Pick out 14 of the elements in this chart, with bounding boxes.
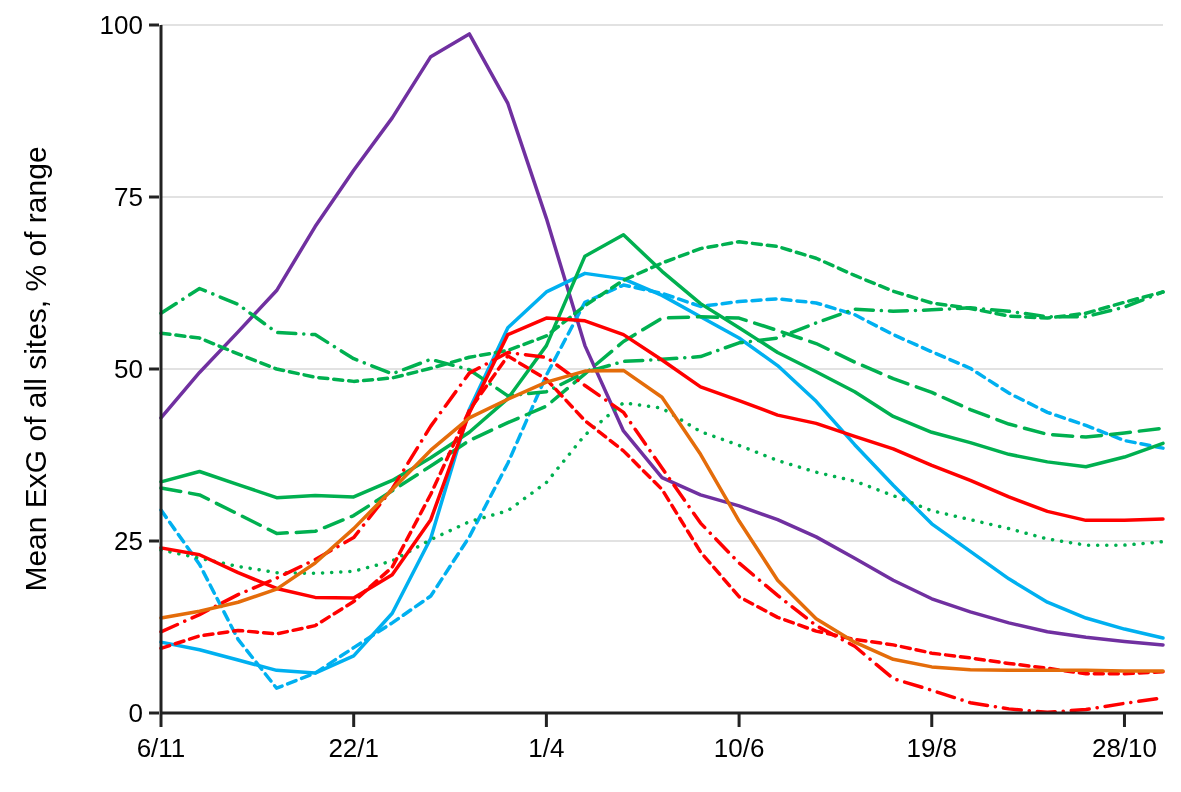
y-tick-label: 75 [114, 182, 143, 212]
y-tick-label: 25 [114, 526, 143, 556]
y-tick-label: 100 [99, 10, 143, 40]
x-tick-label: 6/11 [136, 733, 186, 763]
x-tick-label: 19/8 [906, 733, 958, 763]
line-series [159, 400, 1165, 576]
x-tick-label: 1/4 [528, 733, 565, 763]
line-series [159, 32, 1165, 647]
y-axis-title: Mean ExG of all sites, % of range [18, 146, 52, 592]
x-tick-label: 22/1 [328, 733, 379, 763]
x-tick-label: 10/6 [713, 733, 765, 763]
y-tick-label: 0 [128, 698, 143, 728]
y-tick-label: 50 [114, 354, 143, 384]
x-tick-label: 28/10 [1091, 733, 1157, 763]
